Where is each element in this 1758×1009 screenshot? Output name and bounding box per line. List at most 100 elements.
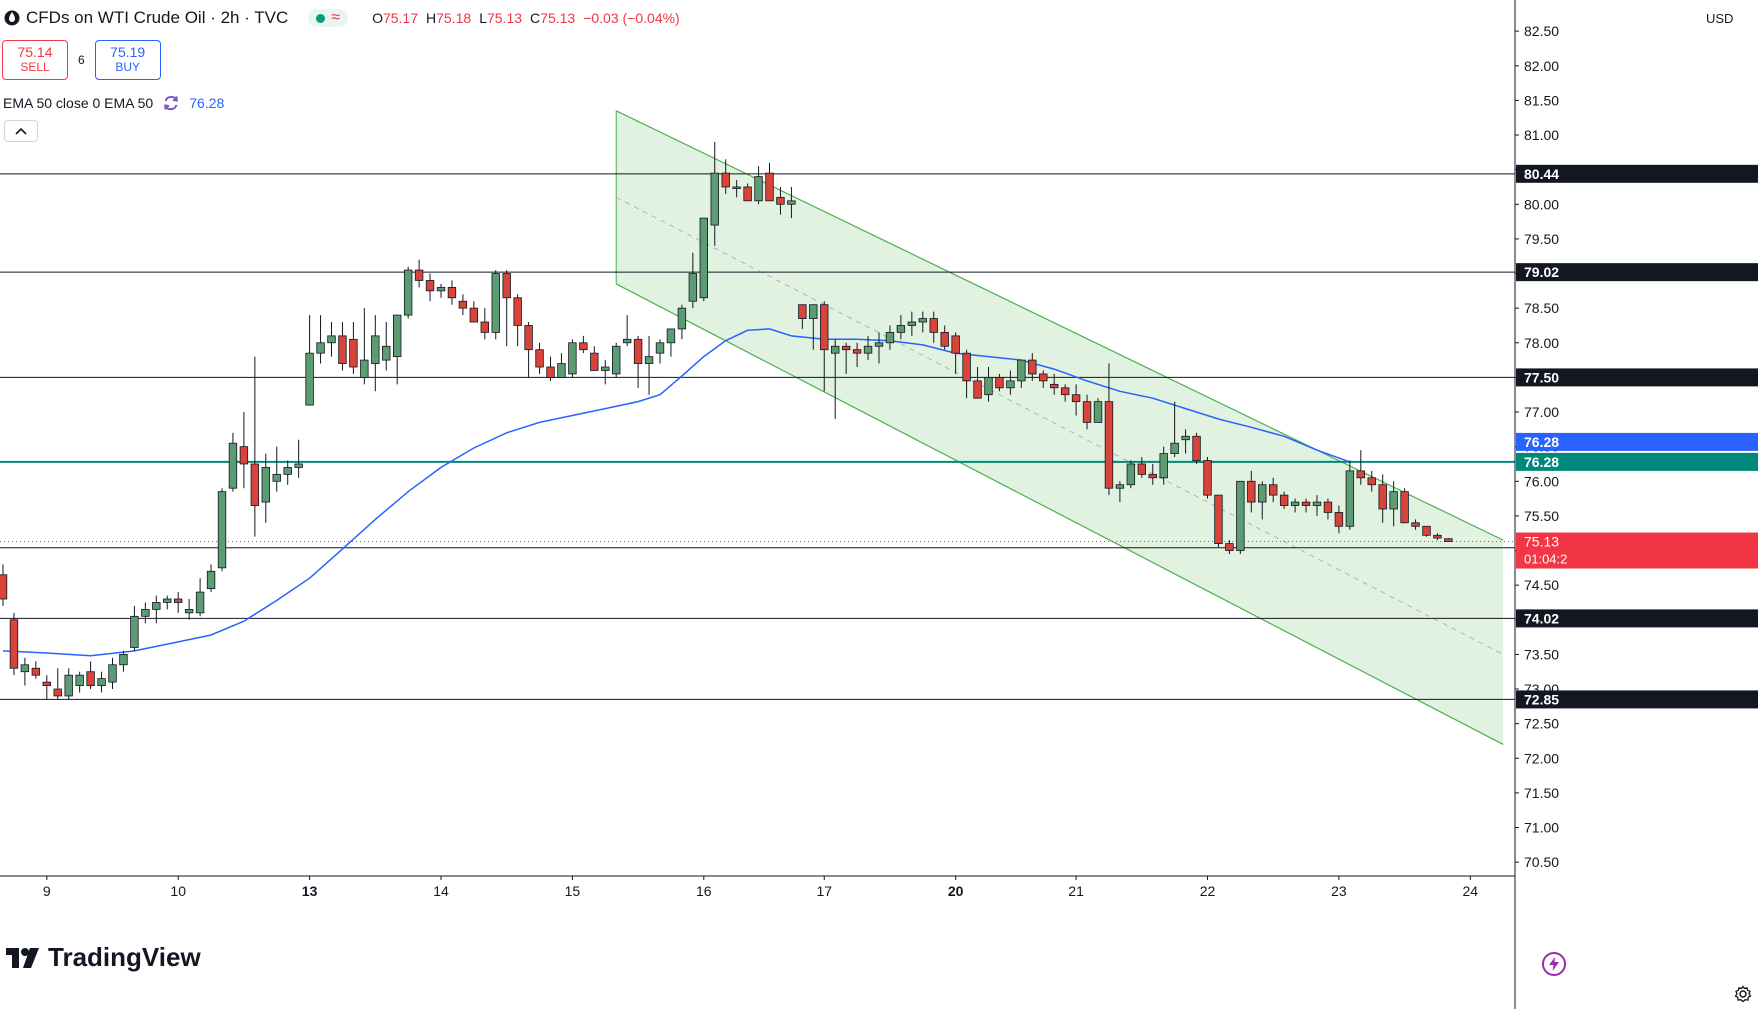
candle-body: [184, 608, 194, 614]
ohlc-readout: O75.17 H75.18 L75.13 C75.13 −0.03 (−0.04…: [372, 10, 680, 26]
candle: [491, 270, 500, 340]
candle-body: [31, 667, 41, 676]
candle-body: [371, 335, 380, 364]
candle-body: [502, 273, 511, 299]
channel-fill: [616, 110, 1504, 745]
candle: [327, 322, 336, 357]
candle-body: [995, 377, 1004, 389]
candle-body: [75, 674, 84, 686]
time-tick-label: 13: [302, 883, 318, 899]
tradingview-logo-icon: [6, 947, 39, 968]
candle: [195, 578, 205, 617]
buy-label: BUY: [115, 60, 141, 74]
wave-icon: ≈: [331, 9, 341, 26]
candle: [852, 342, 862, 368]
trade-panel: 75.14 SELL 6 75.19 BUY: [2, 40, 161, 80]
settings-gear-icon[interactable]: [1734, 985, 1752, 1003]
candle-body: [294, 463, 303, 468]
currency-label[interactable]: USD: [1706, 11, 1734, 26]
candle: [1082, 394, 1092, 430]
candle: [1269, 477, 1278, 503]
candle-body: [1236, 480, 1245, 551]
buy-button[interactable]: 75.19 BUY: [94, 40, 161, 80]
candle: [502, 270, 511, 347]
candle-body: [907, 321, 917, 326]
candle: [1214, 494, 1223, 548]
indicator-legend[interactable]: EMA 50 close 0 EMA 50 76.28: [3, 93, 224, 113]
candle: [1137, 457, 1146, 478]
candle: [228, 432, 238, 492]
tradingview-logo[interactable]: TradingView: [6, 942, 201, 973]
candle-body: [1389, 491, 1398, 510]
candle: [743, 183, 752, 202]
candle: [480, 308, 489, 340]
candle: [42, 675, 51, 700]
candle-body: [64, 674, 73, 697]
candle-body: [535, 349, 544, 368]
candle-body: [568, 342, 577, 375]
time-tick-label: 16: [696, 883, 712, 899]
candle-body: [173, 598, 183, 603]
candle-body: [1006, 380, 1015, 389]
candle: [1323, 498, 1333, 520]
level-tag-bg: [1516, 690, 1758, 709]
time-tick-label: 24: [1463, 883, 1479, 899]
candle-body: [1312, 501, 1322, 506]
market-status-badge[interactable]: ≈: [308, 9, 349, 27]
candle-body: [239, 446, 249, 465]
change-value: −0.03 (−0.04%): [583, 10, 680, 26]
candle: [382, 322, 391, 371]
candle-body: [86, 671, 95, 686]
candle: [1345, 460, 1355, 530]
time-tick-label: 9: [43, 883, 51, 899]
candle-body: [929, 318, 938, 333]
candle-body: [217, 491, 227, 569]
lightning-icon[interactable]: [1542, 952, 1566, 976]
candle-body: [195, 591, 205, 614]
candle: [206, 564, 216, 593]
candle-body: [53, 688, 62, 697]
candle: [283, 460, 292, 485]
candle-body: [1148, 473, 1157, 479]
level-tag-bg: [1516, 164, 1758, 183]
level-tag: 80.44: [1516, 164, 1758, 183]
candle: [294, 439, 303, 478]
close-key: C: [530, 10, 541, 26]
candle: [721, 159, 730, 194]
candle: [1115, 481, 1125, 503]
price-tick-label: 73.50: [1524, 646, 1559, 662]
candle-body: [721, 172, 730, 188]
candle-body: [1444, 538, 1453, 542]
time-tick-label: 22: [1200, 883, 1216, 899]
candle-body: [1356, 470, 1365, 479]
candle: [86, 661, 95, 690]
candle-body: [1247, 480, 1256, 503]
candle-body: [1115, 484, 1125, 489]
ema-tag-label: 76.28: [1524, 434, 1559, 450]
sell-button[interactable]: 75.14 SELL: [2, 40, 68, 80]
candle-body: [1367, 477, 1376, 486]
candle-body: [688, 273, 698, 302]
candle: [557, 353, 566, 378]
collapse-legend-button[interactable]: [4, 120, 38, 142]
candle: [1071, 384, 1081, 416]
level-tag: 72.85: [1516, 690, 1758, 709]
candle-body: [666, 328, 676, 344]
symbol-title[interactable]: CFDs on WTI Crude Oil · 2h · TVC: [26, 8, 289, 27]
candle-body: [9, 619, 19, 669]
level-tag-label: 79.02: [1524, 264, 1559, 280]
candle: [874, 332, 884, 364]
candle-body: [491, 273, 500, 333]
candle-body: [1192, 435, 1201, 461]
price-tick-label: 78.50: [1524, 300, 1559, 316]
candle: [1279, 491, 1289, 509]
candle: [1225, 540, 1234, 554]
candle: [130, 605, 139, 651]
candle-body: [852, 349, 862, 354]
candle-body: [403, 269, 413, 316]
candle-body: [1050, 383, 1059, 389]
candle: [940, 325, 949, 350]
candle-body: [1039, 373, 1048, 382]
candle: [447, 280, 457, 305]
